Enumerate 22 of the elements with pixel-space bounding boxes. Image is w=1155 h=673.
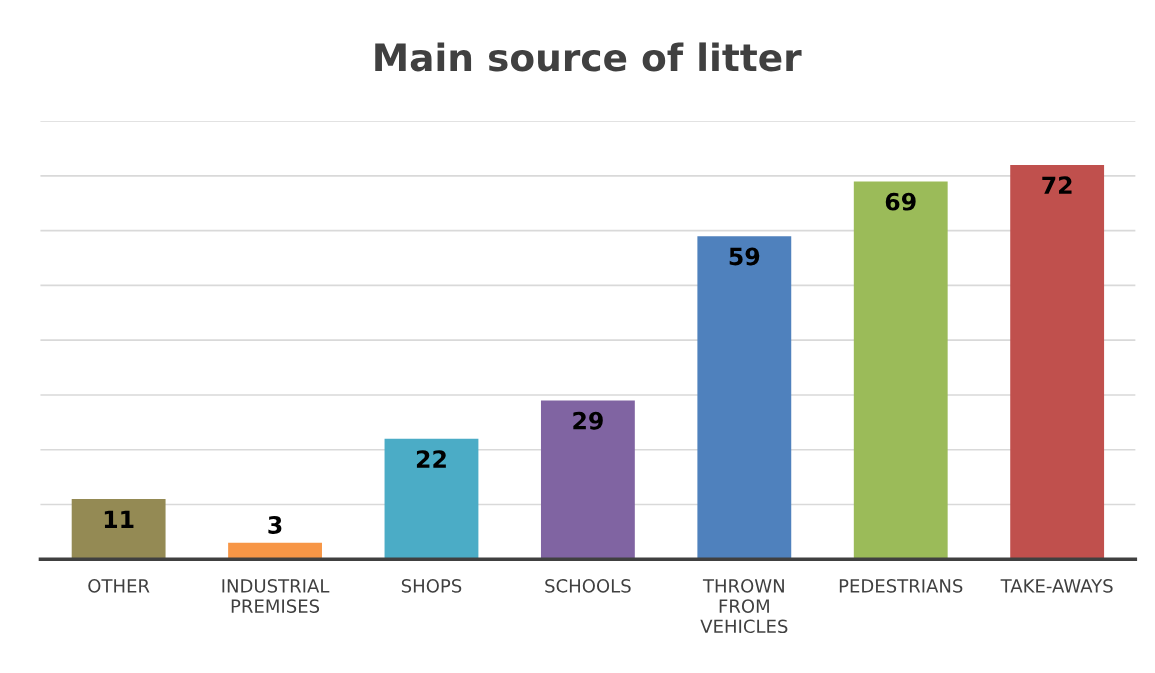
bar <box>71 499 166 560</box>
chart-title: Main source of litter <box>375 42 802 72</box>
data-label: 11 <box>104 510 134 528</box>
x-tick-label: THROWN FROM VEHICLES <box>700 579 788 634</box>
x-tick-label: OTHER <box>88 579 150 593</box>
data-label: 3 <box>268 516 282 534</box>
bar <box>853 181 948 560</box>
x-tick-label: SCHOOLS <box>545 579 631 593</box>
data-label: 69 <box>885 192 916 211</box>
data-label: 22 <box>416 450 446 468</box>
bar <box>697 236 792 560</box>
bar <box>540 400 635 560</box>
bar <box>1010 164 1105 560</box>
bar <box>228 542 322 560</box>
bar <box>384 438 479 560</box>
data-label: 59 <box>729 247 760 266</box>
x-tick-label: INDUSTRIAL PREMISES <box>222 579 330 613</box>
data-label: 29 <box>573 411 603 430</box>
x-tick-label: TAKE-AWAYS <box>1000 579 1113 593</box>
x-tick-label: SHOPS <box>401 579 462 593</box>
data-label: 72 <box>1042 176 1072 194</box>
x-tick-label: PEDESTRIANS <box>839 579 963 593</box>
